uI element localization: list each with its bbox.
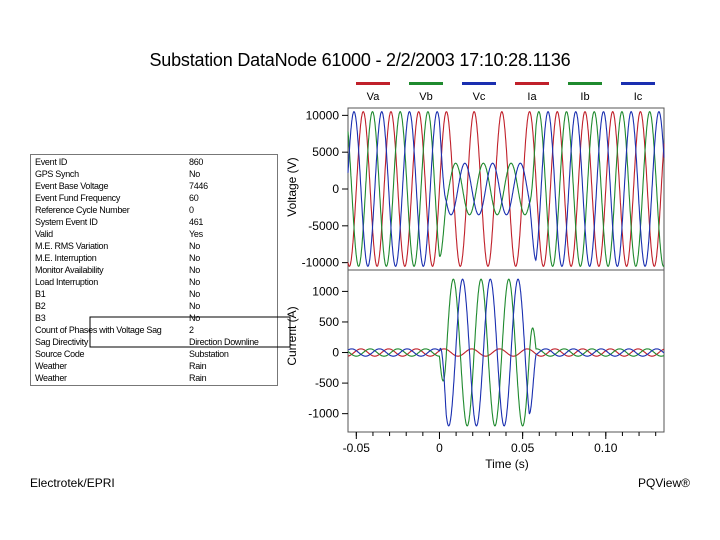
current-axis-label: Current (A) [285,306,299,365]
info-row-phases-sag: Count of Phases with Voltage Sag 2 [35,325,194,335]
info-row-event-id: Event ID 860 [35,157,204,167]
legend-swatch-ib [568,82,602,85]
legend-item-ia: Ia [514,82,550,103]
info-row-me-interruption: M.E. Interruption No [35,253,200,263]
legend-item-ib: Ib [567,82,603,103]
voltage-axis-label: Voltage (V) [285,157,299,216]
legend-item-ic: Ic [620,82,656,103]
info-row-reference-cycle: Reference Cycle Number 0 [35,205,194,215]
series-vb [347,111,665,267]
current-panel: 1000 500 0 -500 -1000 [308,269,665,433]
legend-label-vc: Vc [472,91,486,103]
legend-swatch-ia [515,82,549,85]
series-va [347,111,665,267]
footer-credit: Electrotek/EPRI [30,476,115,490]
info-row-b2: B2 No [35,301,200,311]
x-tick-label: 0.10 [594,441,618,455]
legend: Va Vb Vc Ia Ib Ic [0,82,720,112]
page-title: Substation DataNode 61000 - 2/2/2003 17:… [149,50,571,70]
x-axis-label: Time (s) [485,457,529,471]
voltage-panel: 10000 5000 0 -5000 -10000 [302,107,665,271]
voltage-ytick-label: 0 [332,182,339,196]
legend-label-va: Va [366,91,380,103]
x-tick-label: 0.05 [511,441,535,455]
voltage-frame [347,107,665,271]
series-ic [347,278,665,427]
legend-label-ia: Ia [527,91,537,103]
series-vc [347,111,665,267]
legend-swatch-vb [409,82,443,85]
voltage-ytick-label: 10000 [306,108,340,122]
x-axis: -0.05 0 0.05 0.10 [343,432,657,455]
info-row-b3: B3 No [35,313,200,323]
series-ia [348,348,665,357]
legend-item-va: Va [355,82,391,103]
info-row-weather: Weather Rain [35,361,207,371]
info-row-sag-directivity: Sag Directivity Direction Downline [35,337,259,347]
event-info-table: Event ID 860 GPS Synch No Event Base Volta… [30,154,278,386]
info-row-gps-synch: GPS Synch No [35,169,200,179]
info-row-fund-frequency: Event Fund Frequency 60 [35,193,199,203]
current-ytick-label: -500 [315,376,339,390]
x-tick-label: -0.05 [343,441,371,455]
series-ib [347,278,665,427]
legend-item-vc: Vc [461,82,497,103]
current-ytick-label: 0 [332,346,339,360]
info-row-system-event-id: System Event ID 461 [35,217,204,227]
footer-brand: PQView® [638,476,690,490]
legend-item-vb: Vb [408,82,444,103]
legend-label-ic: Ic [633,91,643,103]
current-ytick-label: -1000 [308,407,339,421]
info-row-source-code: Source Code Substation [35,349,229,359]
current-ytick-label: 1000 [312,284,339,298]
legend-swatch-va [356,82,390,85]
legend-label-ib: Ib [580,91,590,103]
info-row-monitor-availability: Monitor Availability No [35,265,200,275]
info-row-weather-2: Weather Rain [35,373,207,383]
voltage-ytick-label: -5000 [308,219,339,233]
info-row-load-interruption: Load Interruption No [35,277,200,287]
info-row-rms-variation: M.E. RMS Variation No [35,241,200,251]
info-row-valid: Valid Yes [35,229,203,239]
info-row-base-voltage: Event Base Voltage 7446 [35,181,208,191]
voltage-ytick-label: -10000 [302,256,340,270]
x-tick-label: 0 [436,441,443,455]
info-row-b1: B1 No [35,289,200,299]
legend-label-vb: Vb [419,91,433,103]
legend-swatch-ic [621,82,655,85]
highlight-box [89,316,291,348]
current-ytick-label: 500 [319,315,339,329]
voltage-ytick-label: 5000 [312,145,339,159]
legend-swatch-vc [462,82,496,85]
